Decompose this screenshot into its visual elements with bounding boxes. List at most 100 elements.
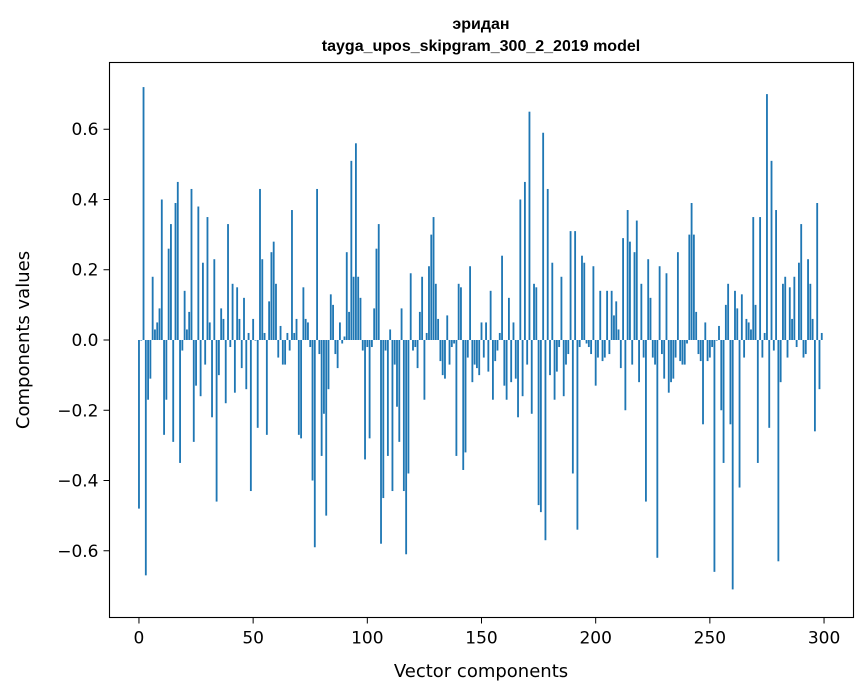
bar-103: [373, 308, 376, 340]
bar-108: [384, 340, 387, 351]
bar-166: [517, 340, 519, 418]
bar-160: [503, 340, 506, 386]
bar-119: [409, 273, 412, 340]
bar-287: [793, 276, 796, 340]
bar-218: [635, 220, 638, 340]
bar-263: [738, 340, 741, 488]
bar-175: [537, 340, 540, 506]
bar-70: [297, 340, 300, 435]
bar-148: [476, 340, 478, 369]
bar-186: [562, 340, 565, 397]
y-axis-label: Components values: [13, 251, 34, 429]
bar-204: [603, 340, 606, 358]
bar-274: [763, 332, 766, 340]
bar-216: [631, 340, 634, 365]
bar-152: [485, 322, 487, 340]
bar-247: [702, 340, 704, 425]
bar-71: [300, 340, 303, 439]
bar-121: [414, 340, 417, 348]
bar-3: [144, 340, 147, 576]
bar-1: [140, 340, 143, 341]
bar-78: [316, 188, 318, 340]
bar-223: [647, 259, 650, 340]
x-axis: 0 50 100 150 200 250 300: [134, 617, 840, 649]
bar-295: [811, 318, 814, 340]
bar-99: [364, 340, 366, 460]
bar-255: [720, 340, 723, 411]
bar-114: [398, 340, 401, 442]
bar-140: [457, 283, 460, 340]
bar-283: [784, 276, 787, 340]
bar-106: [380, 340, 382, 544]
bar-176: [539, 340, 542, 513]
bar-197: [587, 340, 590, 348]
bar-28: [201, 262, 204, 340]
bar-77: [313, 340, 316, 548]
bar-79: [318, 340, 321, 355]
bar-277: [770, 160, 773, 340]
bar-244: [695, 311, 698, 340]
bar-158: [498, 332, 501, 340]
y-tick-label-5: 0.4: [71, 190, 98, 210]
bar-141: [460, 287, 462, 340]
bar-293: [807, 259, 809, 340]
bar-91: [345, 252, 348, 340]
bar-241: [688, 234, 691, 340]
bar-284: [786, 340, 789, 358]
bar-266: [745, 318, 748, 340]
bar-74: [307, 322, 309, 340]
bar-173: [533, 283, 535, 340]
bar-182: [553, 340, 556, 400]
bar-90: [343, 336, 346, 340]
bar-177: [542, 132, 545, 340]
bar-35: [217, 340, 220, 376]
bar-75: [309, 340, 312, 348]
bar-211: [619, 340, 622, 369]
bar-203: [601, 340, 604, 362]
bar-278: [772, 340, 775, 351]
bar-270: [754, 304, 757, 340]
bar-4: [147, 340, 150, 400]
bar-88: [339, 322, 341, 340]
bar-231: [665, 273, 668, 340]
y-tick-label-0: −0.6: [57, 542, 98, 562]
bar-25: [195, 340, 197, 386]
bar-22: [188, 311, 191, 340]
bar-222: [645, 340, 647, 502]
bar-237: [679, 340, 682, 362]
bar-236: [676, 252, 679, 340]
bar-82: [325, 340, 328, 516]
bar-96: [357, 276, 360, 340]
bar-193: [578, 340, 581, 348]
bar-59: [272, 241, 275, 340]
bar-234: [672, 340, 675, 379]
bar-239: [683, 340, 686, 365]
bar-34: [215, 340, 218, 502]
bar-12: [165, 340, 168, 400]
bar-257: [724, 304, 727, 340]
bar-145: [469, 266, 471, 340]
bar-125: [423, 340, 426, 400]
bar-289: [798, 262, 800, 340]
bar-116: [402, 340, 405, 492]
bar-43: [236, 287, 239, 340]
bar-100: [366, 340, 369, 348]
bar-89: [341, 340, 344, 344]
bar-63: [281, 340, 284, 365]
bar-233: [670, 340, 672, 383]
bar-33: [213, 259, 216, 340]
bar-6: [151, 276, 154, 340]
bar-92: [348, 311, 350, 340]
bar-262: [736, 308, 739, 340]
y-axis: −0.6 −0.4 −0.2 0.0 0.2 0.4 0.6: [57, 120, 110, 562]
bar-87: [336, 340, 339, 369]
bar-183: [555, 340, 558, 372]
bar-243: [692, 234, 695, 340]
bar-41: [231, 283, 234, 340]
bar-111: [391, 340, 394, 492]
bar-165: [514, 340, 517, 379]
bar-105: [377, 224, 380, 340]
bar-107: [382, 340, 385, 499]
bar-20: [183, 290, 186, 340]
bar-226: [654, 340, 656, 365]
